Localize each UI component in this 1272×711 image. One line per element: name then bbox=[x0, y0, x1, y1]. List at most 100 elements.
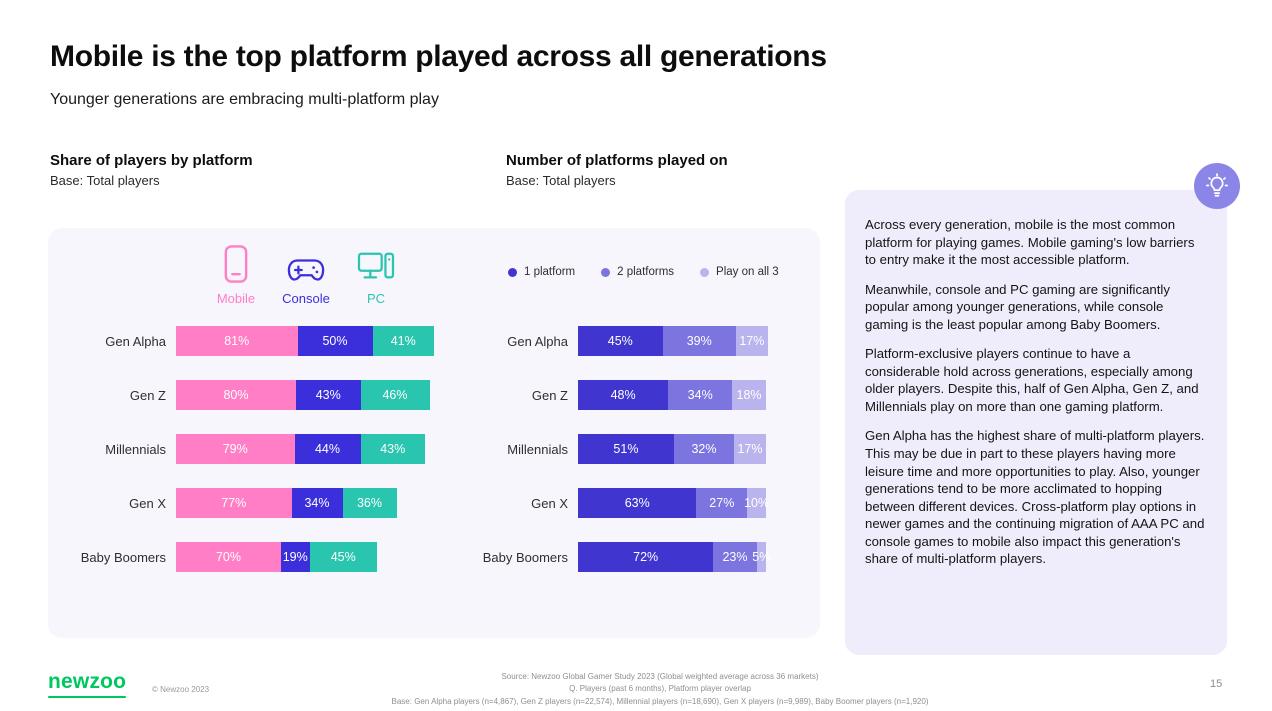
category-label: Millennials bbox=[105, 441, 166, 457]
category-label: Gen X bbox=[129, 495, 166, 511]
insights-panel: Across every generation, mobile is the m… bbox=[845, 190, 1227, 655]
bar-segment-mobile: 81% bbox=[176, 326, 298, 356]
platform-legend: Mobile Console bbox=[201, 240, 411, 306]
bar-row-gen-z: Gen Z 80% 43% 46% bbox=[48, 380, 434, 410]
bar-segment-play-on-all-3: 5% bbox=[752, 542, 770, 572]
bar-value-label: 18% bbox=[736, 388, 762, 402]
bar-value-label: 45% bbox=[330, 550, 356, 564]
bar-value-label: 79% bbox=[222, 442, 248, 456]
bar-segment-mobile: 79% bbox=[176, 434, 295, 464]
bar-value-label: 5% bbox=[752, 550, 771, 564]
bar-segment-pc: 45% bbox=[309, 542, 377, 572]
category-label: Gen X bbox=[531, 495, 568, 511]
bar-segment-play-on-all-3: 17% bbox=[734, 434, 766, 464]
newzoo-logo: newzoo bbox=[48, 670, 127, 698]
bar-segment-console: 43% bbox=[296, 380, 361, 410]
bar-value-label: 23% bbox=[722, 550, 748, 564]
bar-segment-2-platforms: 32% bbox=[673, 434, 735, 464]
chart-title: Number of platforms played on bbox=[506, 152, 728, 169]
bar-value-label: 36% bbox=[356, 496, 383, 510]
bar-row-gen-alpha: Gen Alpha 81% 50% 41% bbox=[48, 326, 434, 356]
legend-item-console: Console bbox=[271, 240, 341, 306]
bar-segment-pc: 36% bbox=[342, 488, 397, 518]
bar-value-label: 50% bbox=[322, 334, 348, 348]
bar-segment-play-on-all-3: 17% bbox=[735, 326, 768, 356]
bar-value-label: 72% bbox=[633, 550, 659, 564]
bar-track: 79% 44% 43% bbox=[176, 434, 425, 464]
legend-dot bbox=[601, 267, 611, 277]
bar-value-label: 46% bbox=[382, 388, 408, 402]
bar-track: 48% 34% 18% bbox=[578, 380, 766, 410]
platform-count-header: Number of platforms played on Base: Tota… bbox=[506, 152, 728, 188]
bar-value-label: 19% bbox=[282, 550, 308, 564]
page-subtitle: Younger generations are embracing multi-… bbox=[50, 91, 439, 108]
bar-track: 51% 32% 17% bbox=[578, 434, 766, 464]
bar-row-baby-boomers: Baby Boomers 72% 23% 5% bbox=[468, 542, 770, 572]
bar-segment-2-platforms: 23% bbox=[713, 542, 757, 572]
bar-segment-1-platform: 45% bbox=[578, 326, 663, 356]
bar-segment-1-platform: 48% bbox=[578, 380, 669, 410]
charts-panel: Mobile Console bbox=[48, 228, 820, 638]
bar-value-label: 70% bbox=[215, 550, 242, 564]
bar-segment-mobile: 80% bbox=[176, 380, 296, 410]
source-line: Base: Gen Alpha players (n=4,867), Gen Z… bbox=[391, 696, 929, 706]
bar-segment-pc: 41% bbox=[372, 326, 434, 356]
category-label: Gen Z bbox=[129, 387, 166, 403]
source-line: Q. Players (past 6 months), Platform pla… bbox=[569, 684, 751, 694]
pc-monitor-icon bbox=[357, 240, 395, 284]
legend-dot bbox=[508, 267, 517, 277]
lightbulb-icon bbox=[1194, 163, 1240, 209]
bar-value-label: 34% bbox=[304, 496, 330, 510]
logo-underline bbox=[48, 696, 127, 698]
legend-label: Mobile bbox=[216, 291, 256, 306]
legend-item-play-on-all-3: Play on all 3 bbox=[700, 266, 779, 278]
legend-label: 2 platforms bbox=[617, 266, 675, 278]
bar-segment-1-platform: 72% bbox=[578, 542, 714, 572]
legend-item-2-platforms: 2 platforms bbox=[601, 266, 674, 278]
bar-value-label: 80% bbox=[223, 388, 249, 402]
legend-item-pc: PC bbox=[341, 240, 411, 306]
bar-segment-2-platforms: 39% bbox=[662, 326, 736, 356]
bar-value-label: 17% bbox=[737, 442, 763, 456]
bar-value-label: 43% bbox=[380, 442, 406, 456]
bar-row-gen-x: Gen X 63% 27% 10% bbox=[468, 488, 769, 518]
bar-track: 70% 19% 45% bbox=[176, 542, 377, 572]
source-note: Source: Newzoo Global Gamer Study 2023 (… bbox=[330, 671, 990, 708]
bar-row-baby-boomers: Baby Boomers 70% 19% 45% bbox=[48, 542, 434, 572]
chart-base-note: Base: Total players bbox=[50, 173, 160, 188]
category-label: Millennials bbox=[507, 441, 568, 457]
game-controller-icon bbox=[287, 240, 325, 284]
mobile-phone-icon bbox=[224, 240, 248, 284]
bar-segment-1-platform: 51% bbox=[578, 434, 674, 464]
category-label: Baby Boomers bbox=[80, 549, 166, 565]
insight-paragraph: Meanwhile, console and PC gaming are sig… bbox=[865, 281, 1170, 332]
insight-paragraph: Gen Alpha has the highest share of multi… bbox=[865, 428, 1205, 567]
bar-value-label: 41% bbox=[390, 334, 416, 348]
bar-segment-mobile: 77% bbox=[176, 488, 292, 518]
legend-dot bbox=[700, 267, 710, 277]
platform-count-rows: Gen Alpha 45% 39% 17% Gen Z 48% 34% 18% Millenni… bbox=[468, 326, 770, 596]
bar-segment-mobile: 70% bbox=[176, 542, 281, 572]
bar-segment-console: 44% bbox=[294, 434, 361, 464]
bar-row-gen-x: Gen X 77% 34% 36% bbox=[48, 488, 434, 518]
platform-share-chart: Mobile Console bbox=[48, 228, 478, 638]
legend-label: 1 platform bbox=[524, 266, 576, 278]
platform-count-legend: 1 platform 2 platforms Play on all 3 bbox=[508, 266, 779, 278]
bar-value-label: 44% bbox=[314, 442, 341, 456]
source-line: Source: Newzoo Global Gamer Study 2023 (… bbox=[501, 672, 819, 681]
bar-segment-pc: 46% bbox=[360, 380, 430, 410]
chart-base-note: Base: Total players bbox=[506, 173, 616, 188]
bar-segment-console: 50% bbox=[297, 326, 373, 356]
bar-row-millennials: Millennials 79% 44% 43% bbox=[48, 434, 434, 464]
legend-label: Console bbox=[282, 291, 330, 306]
category-label: Gen Alpha bbox=[105, 333, 166, 349]
platform-count-chart: 1 platform 2 platforms Play on all 3 Gen A… bbox=[468, 228, 820, 638]
copyright-note: © Newzoo 2023 bbox=[152, 685, 210, 694]
bar-row-gen-alpha: Gen Alpha 45% 39% 17% bbox=[468, 326, 768, 356]
bar-track: 63% 27% 10% bbox=[578, 488, 769, 518]
platform-share-rows: Gen Alpha 81% 50% 41% Gen Z 80% 43% 46% Millenni… bbox=[48, 326, 434, 596]
bar-value-label: 45% bbox=[607, 334, 633, 348]
bar-value-label: 48% bbox=[610, 388, 636, 402]
bar-value-label: 43% bbox=[315, 388, 341, 402]
insight-paragraph: Across every generation, mobile is the m… bbox=[865, 217, 1195, 268]
